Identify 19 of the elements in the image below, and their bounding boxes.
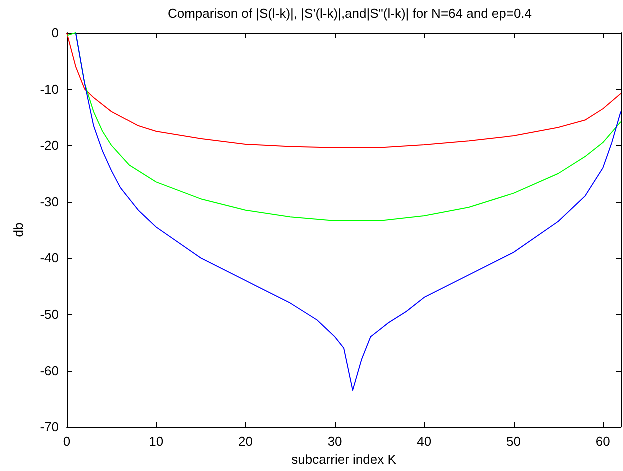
x-tick-label: 50 [506, 434, 522, 450]
chart-title: Comparison of |S(l-k)|, |S'(l-k)|,and|S"(l-k)| for N=64 and ep=0.4 [168, 6, 532, 21]
x-axis-title: subcarrier index K [292, 452, 397, 467]
y-tick-label: -70 [40, 420, 59, 435]
x-tick-label: 0 [63, 434, 71, 450]
x-tick-label: 40 [417, 434, 432, 450]
y-tick-label: -30 [40, 194, 59, 210]
x-tick-label: 10 [149, 434, 164, 450]
y-tick-label: -40 [40, 250, 59, 266]
y-tick-label: -10 [40, 82, 59, 97]
y-tick-label: -60 [40, 363, 59, 378]
x-tick-label: 60 [596, 434, 610, 450]
y-tick-label: 0 [52, 26, 59, 40]
y-tick-label: -20 [40, 138, 59, 154]
y-axis-title: db [11, 222, 26, 238]
y-tick-label: -50 [40, 307, 59, 322]
x-tick-label: 20 [238, 434, 253, 450]
line-series [75, 32, 622, 392]
x-tick-label: 30 [328, 434, 342, 450]
